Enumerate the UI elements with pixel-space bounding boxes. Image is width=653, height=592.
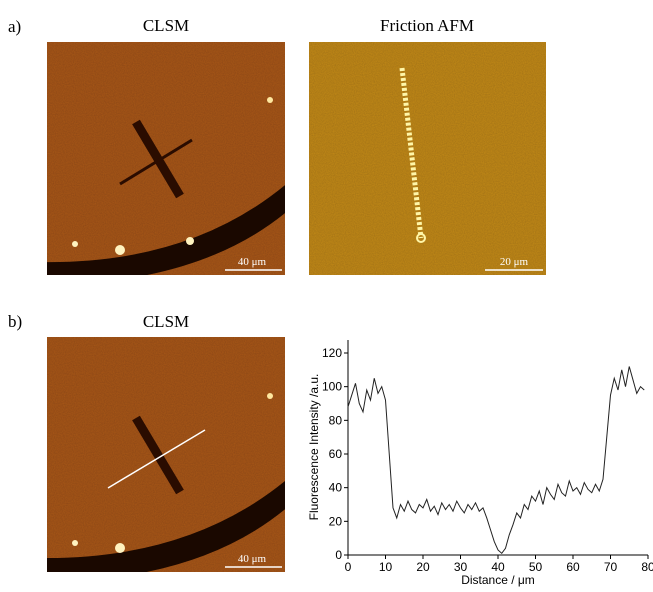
panel-label: a) <box>8 17 21 36</box>
data-line <box>347 366 645 555</box>
x-tick-label: 70 <box>604 560 618 574</box>
y-axis-label: Fluorescence Intensity /a.u. <box>307 374 321 521</box>
afm-image <box>309 42 546 275</box>
clsm-image <box>47 42 285 275</box>
scale-label: 40 μm <box>238 256 267 268</box>
x-axis-label: Distance / μm <box>461 573 535 587</box>
y-tick-label: 80 <box>329 413 343 427</box>
x-tick-label: 0 <box>345 560 352 574</box>
y-tick-label: 40 <box>329 481 343 495</box>
image-title: CLSM <box>143 312 189 331</box>
scale-label: 40 μm <box>238 553 267 565</box>
image-title: Friction AFM <box>380 16 474 35</box>
x-tick-label: 80 <box>641 560 653 574</box>
y-tick-label: 20 <box>329 514 343 528</box>
scale-label: 20 μm <box>500 256 529 268</box>
image-title: CLSM <box>143 16 189 35</box>
y-tick-label: 60 <box>329 447 343 461</box>
x-tick-label: 20 <box>416 560 430 574</box>
x-tick-label: 10 <box>379 560 393 574</box>
x-tick-label: 40 <box>491 560 505 574</box>
panel-label: b) <box>8 312 22 331</box>
x-tick-label: 30 <box>454 560 468 574</box>
x-tick-label: 60 <box>566 560 580 574</box>
y-tick-label: 120 <box>322 346 342 360</box>
clsm-image <box>47 337 285 572</box>
x-tick-label: 50 <box>529 560 543 574</box>
y-tick-label: 100 <box>322 380 342 394</box>
y-tick-label: 0 <box>335 548 342 562</box>
